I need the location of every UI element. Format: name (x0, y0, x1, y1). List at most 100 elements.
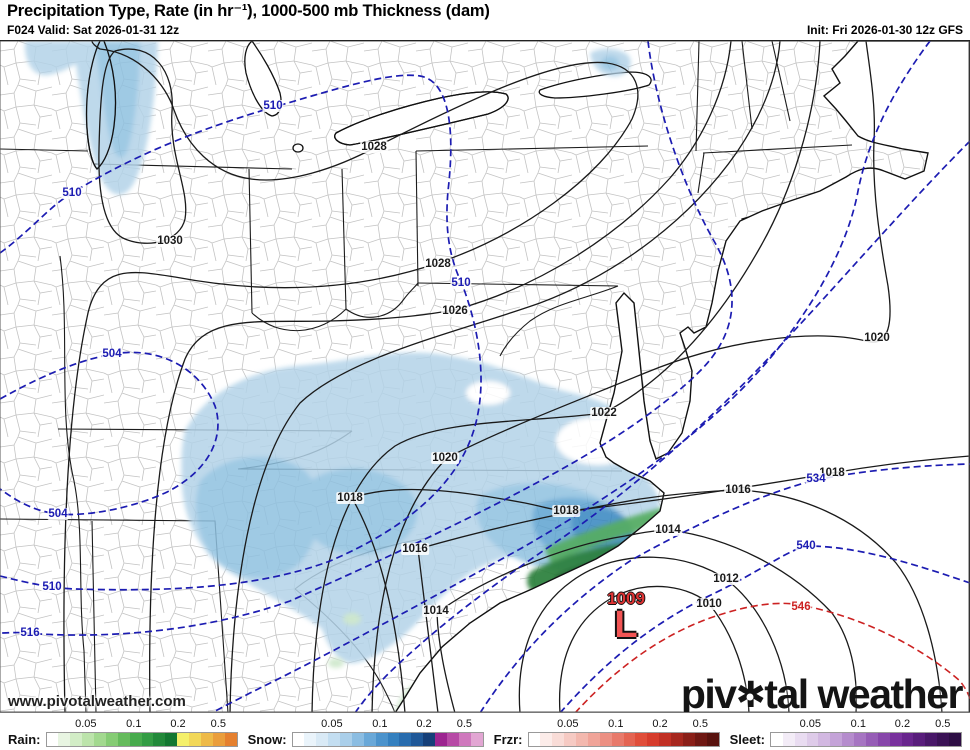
map-art (0, 41, 970, 713)
map-canvas: 1030 1028 1028 1026 1022 1020 1020 1018 1018 1018… (0, 40, 970, 717)
legend-tick: 0.05 (557, 718, 579, 730)
legend-group: Frzr: 0.05 0.1 0.2 0.5 (494, 715, 720, 750)
legend-group: Snow: 0.05 0.1 0.2 0.5 (248, 715, 484, 750)
legend-tick: 0.1 (372, 718, 388, 730)
legend-tick: 0.1 (126, 718, 142, 730)
low-pressure-value: 1009 (607, 589, 645, 608)
legend-tick: 0.05 (75, 718, 97, 730)
legend-tick: 0.05 (321, 718, 343, 730)
contour-label: 504 (47, 507, 69, 521)
legend-group: Rain: 0.05 0.1 0.2 0.5 (8, 715, 238, 750)
legend-tick: 0.1 (850, 718, 866, 730)
legend-color-cell (105, 733, 118, 746)
legend-color-cell (818, 733, 831, 746)
legend-color-cell (830, 733, 843, 746)
legend-color-cell (877, 733, 890, 746)
legend-color-cell (901, 733, 914, 746)
legend-tick: 0.2 (170, 718, 186, 730)
legend-color-cell (387, 733, 400, 746)
legend-color-cell (659, 733, 672, 746)
legend-color-cell (177, 733, 189, 746)
contour-label: 1012 (712, 572, 740, 586)
legend-label: Snow: (247, 732, 287, 747)
legend-color-cell (292, 733, 305, 746)
legend: Rain: 0.05 0.1 0.2 0.5 Snow: 0.05 0.1 0.2 0.5 Frzr… (0, 712, 970, 750)
valid-time-label: F024 Valid: Sat 2026-01-31 12z (7, 23, 180, 37)
contour-label: 1020 (863, 331, 891, 345)
legend-tick: 0.5 (935, 718, 951, 730)
legend-color-cell (682, 733, 695, 746)
legend-color-cell (212, 733, 225, 746)
contour-label: 510 (450, 276, 472, 290)
state-borders (0, 41, 853, 713)
legend-color-cell (694, 733, 707, 746)
contour-label-layer: 1030 1028 1028 1026 1022 1020 1020 1018 1018 1018… (0, 41, 970, 713)
contour-label: 1018 (552, 504, 580, 518)
legend-color-cell (200, 733, 213, 746)
legend-tick: 0.2 (416, 718, 432, 730)
legend-color-cell (435, 733, 447, 746)
legend-colorbar (291, 732, 484, 747)
legend-color-cell (770, 733, 783, 746)
legend-color-cell (304, 733, 317, 746)
legend-tick: 0.05 (799, 718, 822, 730)
legend-color-cell (806, 733, 819, 746)
legend-color-cell (611, 733, 624, 746)
legend-tick: 0.1 (608, 718, 624, 730)
contour-label: 504 (101, 347, 123, 361)
legend-label: Sleet: (729, 732, 765, 747)
legend-colorbar (769, 732, 962, 747)
contour-label: 510 (262, 99, 284, 113)
low-pressure-marker: 1009 L (607, 589, 645, 647)
legend-color-cell (794, 733, 807, 746)
legend-color-cell (913, 733, 926, 746)
header: Precipitation Type, Rate (in hr⁻¹), 1000… (0, 0, 970, 40)
legend-color-cell (937, 733, 950, 746)
legend-tick: 0.5 (210, 718, 226, 730)
legend-color-cell (94, 733, 106, 746)
contour-label: 1028 (360, 140, 388, 154)
contour-label: 1028 (424, 257, 452, 271)
contour-label: 1018 (336, 491, 364, 505)
legend-color-cell (189, 733, 201, 746)
legend-color-cell (58, 733, 71, 746)
legend-color-cell (165, 733, 178, 746)
low-symbol: L (614, 604, 638, 647)
legend-color-cell (399, 733, 412, 746)
contour-label: 1022 (590, 406, 618, 420)
legend-color-cell (889, 733, 902, 746)
legend-color-cell (141, 733, 154, 746)
legend-group: Sleet: 0.05 0.1 0.2 0.5 (730, 715, 962, 750)
legend-color-cell (782, 733, 795, 746)
legend-label: Frzr: (493, 732, 523, 747)
legend-color-cell (671, 733, 683, 746)
legend-color-cell (854, 733, 866, 746)
contour-label: 516 (19, 626, 41, 640)
contour-label: 534 (805, 472, 827, 486)
legend-color-cell (599, 733, 612, 746)
legend-colorbar (527, 732, 720, 747)
legend-tick: 0.5 (692, 718, 708, 730)
legend-tick: 0.2 (894, 718, 911, 730)
pivotal-weather-logo: piv✱tal weather (681, 671, 964, 718)
legend-color-cell (70, 733, 83, 746)
contour-label: 1014 (422, 604, 450, 618)
legend-color-cell (446, 733, 459, 746)
legend-color-cell (117, 733, 130, 746)
legend-colorbar (45, 732, 238, 747)
legend-color-cell (587, 733, 600, 746)
legend-color-cell (423, 733, 436, 746)
contour-label: 1016 (724, 483, 752, 497)
lake-outlines (85, 41, 509, 170)
legend-color-cell (925, 733, 938, 746)
legend-color-cell (328, 733, 341, 746)
legend-color-cell (949, 733, 961, 746)
legend-color-cell (528, 733, 541, 746)
contour-label: 1026 (441, 304, 469, 318)
legend-color-cell (458, 733, 471, 746)
legend-color-cell (552, 733, 565, 746)
page-title: Precipitation Type, Rate (in hr⁻¹), 1000… (7, 2, 490, 20)
legend-color-cell (351, 733, 364, 746)
contour-label: 1010 (695, 597, 723, 611)
